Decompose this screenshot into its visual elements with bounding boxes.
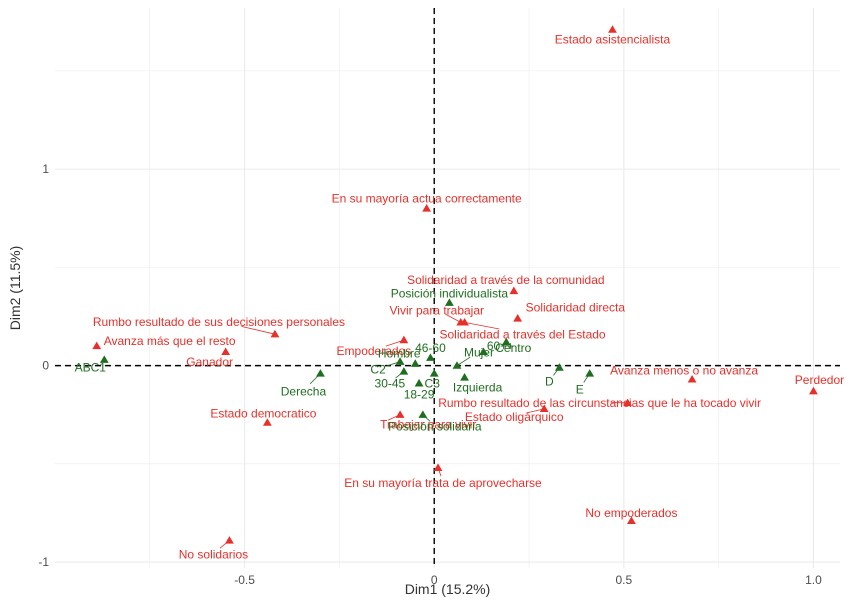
point-red xyxy=(433,463,443,471)
point-label-red: Estado democratico xyxy=(210,407,316,421)
point-red xyxy=(262,418,272,426)
point-red xyxy=(687,374,697,383)
label-leader-line xyxy=(446,314,461,323)
point-green xyxy=(479,347,488,356)
point-label-red: Trabajar para vivir xyxy=(380,418,476,432)
point-red xyxy=(627,516,636,525)
point-label-red: En su mayoría actua correctamente xyxy=(332,191,522,205)
x-tick-label: -0.5 xyxy=(234,573,255,587)
x-tick-label: 1.0 xyxy=(805,573,822,587)
y-tick-label: 1 xyxy=(42,162,49,176)
point-red xyxy=(608,25,617,33)
point-label-red: No solidarios xyxy=(179,547,248,561)
point-label-red: Empoderados xyxy=(337,344,412,358)
y-tick-label: -1 xyxy=(38,555,49,569)
label-leader-line xyxy=(526,408,545,414)
point-label-green: Mujer xyxy=(464,346,494,360)
point-label-red: Perdedor xyxy=(795,373,844,387)
point-label-green: Derecha xyxy=(281,384,327,398)
point-green xyxy=(452,361,462,369)
point-red xyxy=(809,386,818,395)
point-green xyxy=(585,369,595,377)
point-label-red: No empoderados xyxy=(585,506,677,520)
point-green xyxy=(444,298,454,306)
point-label-green: Posición individualista xyxy=(391,287,509,301)
point-label-green: ABC1 xyxy=(75,361,107,375)
point-label-green: C2 xyxy=(370,363,386,377)
point-green xyxy=(395,357,405,365)
point-red xyxy=(623,398,633,407)
point-green xyxy=(99,355,109,363)
point-label-green: Posición solidaria xyxy=(388,420,482,434)
point-red xyxy=(460,317,469,326)
label-leader-line xyxy=(610,401,628,404)
point-label-green: 46-60 xyxy=(415,341,446,355)
axis-ticks: -0.5 0 0.5 1.0 -1 0 1 xyxy=(38,162,822,587)
point-label-red: Estado oligárquico xyxy=(465,410,564,424)
point-red xyxy=(395,410,405,418)
point-label-green: C3 xyxy=(425,376,441,390)
point-label-red: Avanza menos o no avanza xyxy=(610,363,758,377)
point-label-green: D xyxy=(545,375,554,389)
point-label-red: Solidaridad a través del Estado xyxy=(440,327,606,341)
point-green xyxy=(501,337,511,346)
point-red xyxy=(92,341,102,350)
point-red xyxy=(221,347,231,356)
point-label-green: 18-29 xyxy=(404,387,435,401)
point-label-red: Solidaridad directa xyxy=(526,300,626,314)
point-label-green: 30-45 xyxy=(375,377,406,391)
data-points: Estado asistencialista En su mayoría actu… xyxy=(75,25,844,561)
point-label-red: En su mayoría trata de aprovecharse xyxy=(344,476,542,490)
point-label-red: Solidaridad a través de la comunidad xyxy=(407,273,604,287)
point-red xyxy=(225,536,234,544)
point-red xyxy=(270,329,280,338)
x-tick-label: 0 xyxy=(431,573,438,587)
point-label-green: E xyxy=(576,382,584,396)
point-label-red: Rumbo resultado de las circunstancias qu… xyxy=(438,396,761,410)
point-green xyxy=(426,353,435,361)
point-green xyxy=(414,378,424,387)
point-green xyxy=(460,373,469,381)
y-tick-label: 0 xyxy=(42,359,49,373)
point-red xyxy=(513,314,523,322)
point-green xyxy=(410,359,420,367)
point-label-red: Estado asistencialista xyxy=(555,33,671,47)
point-label-green: Hombre xyxy=(378,347,421,361)
point-red xyxy=(509,286,519,295)
label-leader-line xyxy=(456,356,471,366)
x-tick-label: 0.5 xyxy=(615,573,632,587)
point-label-red: Ganador xyxy=(186,355,233,369)
label-leader-line xyxy=(241,325,276,335)
point-label-red: Rumbo resultado de sus decisiones person… xyxy=(93,315,345,329)
point-red xyxy=(399,335,409,344)
point-label-red: Avanza más que el resto xyxy=(104,334,236,348)
point-green xyxy=(399,367,409,375)
x-axis-title: Dim1 (15.2%) xyxy=(405,581,491,597)
point-green xyxy=(316,369,325,377)
y-axis-title: Dim2 (11.5%) xyxy=(7,246,23,331)
point-label-green: Centro xyxy=(495,341,531,355)
reference-lines xyxy=(55,8,840,568)
point-label-green: Izquierda xyxy=(453,380,503,394)
point-red xyxy=(539,404,549,413)
point-green xyxy=(429,369,439,377)
point-green xyxy=(554,363,564,371)
point-green xyxy=(418,410,428,418)
point-red xyxy=(422,204,432,212)
label-leader-line xyxy=(464,321,500,330)
point-label-red: Vivir para trabajar xyxy=(390,303,485,317)
